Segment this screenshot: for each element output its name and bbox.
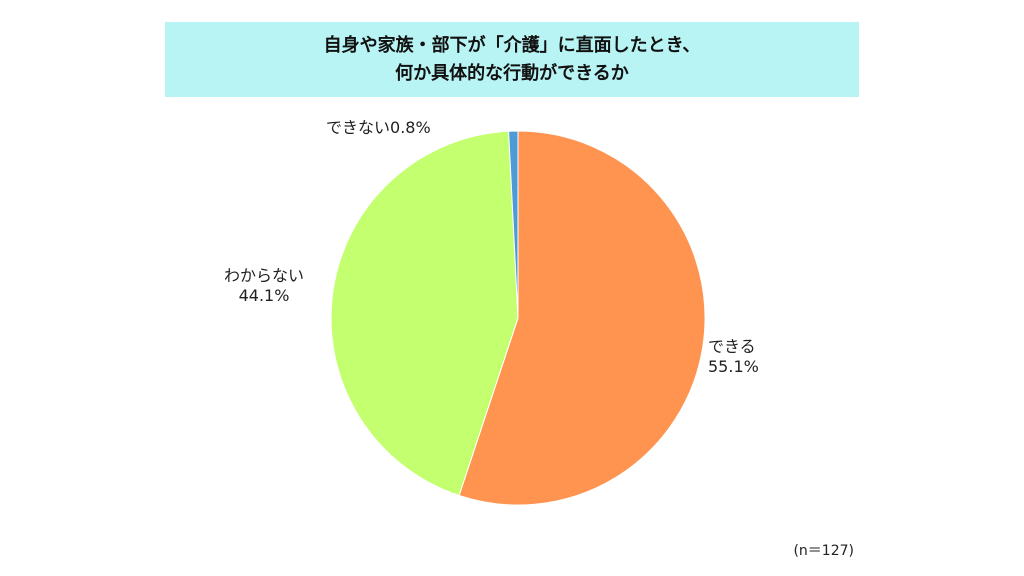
label-wakaranai-name: わからない — [224, 266, 305, 285]
label-dekiru: できる 55.1% — [708, 337, 759, 377]
slice-wakaranai — [330, 130, 519, 497]
label-wakaranai-value: 44.1% — [238, 286, 290, 305]
label-dekiru-value: 55.1% — [708, 357, 759, 376]
label-dekiru-name: できる — [708, 337, 756, 356]
label-dekinai-value: 0.8% — [390, 118, 431, 137]
chart-title-line-1: 自身や家族・部下が「介護」に直面したとき、 — [323, 34, 701, 56]
chart-title: 自身や家族・部下が「介護」に直面したとき、 何か具体的な行動ができるか — [165, 22, 859, 97]
label-dekinai: できない0.8% — [326, 118, 431, 138]
sample-size-note: (n＝127) — [793, 543, 854, 559]
label-dekinai-name: できない — [326, 118, 391, 137]
slice-dekiru — [458, 130, 706, 506]
slice-dekinai — [508, 130, 519, 319]
label-wakaranai: わからない 44.1% — [224, 266, 304, 306]
chart-title-line-2: 何か具体的な行動ができるか — [395, 62, 629, 84]
